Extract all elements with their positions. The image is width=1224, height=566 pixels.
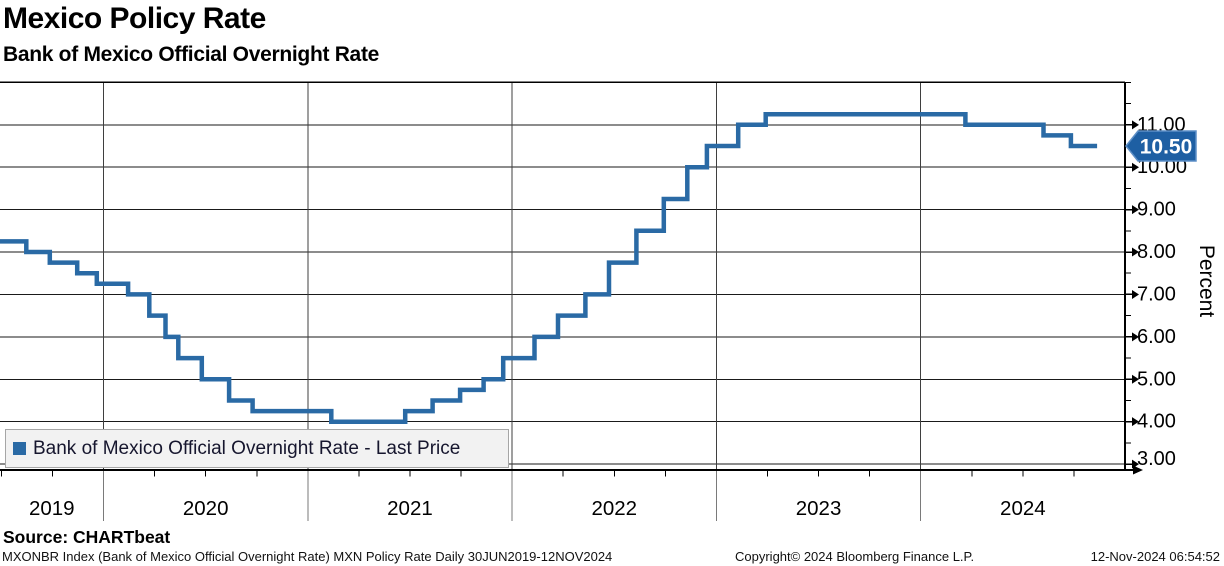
y-tick-arrowhead [1132,247,1139,257]
x-year-label: 2019 [29,497,75,520]
x-axis-arrowhead [1133,465,1143,475]
footer-copyright: Copyright© 2024 Bloomberg Finance L.P. [735,549,975,564]
y-tick-label: 6.00 [1137,326,1176,348]
y-axis-title: Percent [1195,244,1218,318]
y-tick-arrowhead [1132,332,1139,342]
y-tick-arrowhead [1132,459,1139,469]
legend-swatch [13,442,26,455]
x-year-label: 2023 [796,497,842,520]
footer-timestamp: 12-Nov-2024 06:54:52 [1090,549,1220,564]
y-tick-arrowhead [1132,417,1139,427]
y-tick-label: 8.00 [1137,241,1176,263]
y-tick-arrowhead [1132,205,1139,215]
y-tick-label: 4.00 [1137,411,1176,433]
y-tick-arrowhead [1132,120,1139,130]
y-tick-arrowhead [1132,374,1139,384]
chart-subtitle: Bank of Mexico Official Overnight Rate [3,43,380,66]
last-price-flag-label: 10.50 [1140,136,1193,159]
x-year-label: 2024 [1000,497,1046,520]
y-tick-arrowhead [1132,162,1139,172]
footer-ticker-info: MXONBR Index (Bank of Mexico Official Ov… [2,549,613,564]
y-tick-label: 3.00 [1137,448,1176,470]
policy-rate-line [0,111,1098,424]
legend-label: Bank of Mexico Official Overnight Rate -… [33,437,461,459]
y-tick-label: 5.00 [1137,368,1176,390]
y-tick-arrowhead [1132,289,1139,299]
x-year-label: 2022 [591,497,637,520]
y-tick-label: 9.00 [1137,199,1176,221]
y-tick-label: 7.00 [1137,283,1176,305]
source-line: Source: CHARTbeat [3,527,171,547]
x-year-label: 2021 [387,497,433,520]
legend: Bank of Mexico Official Overnight Rate -… [5,429,509,468]
last-price-flag [1125,130,1197,162]
chart-title: Mexico Policy Rate [3,2,266,35]
x-year-label: 2020 [183,497,229,520]
